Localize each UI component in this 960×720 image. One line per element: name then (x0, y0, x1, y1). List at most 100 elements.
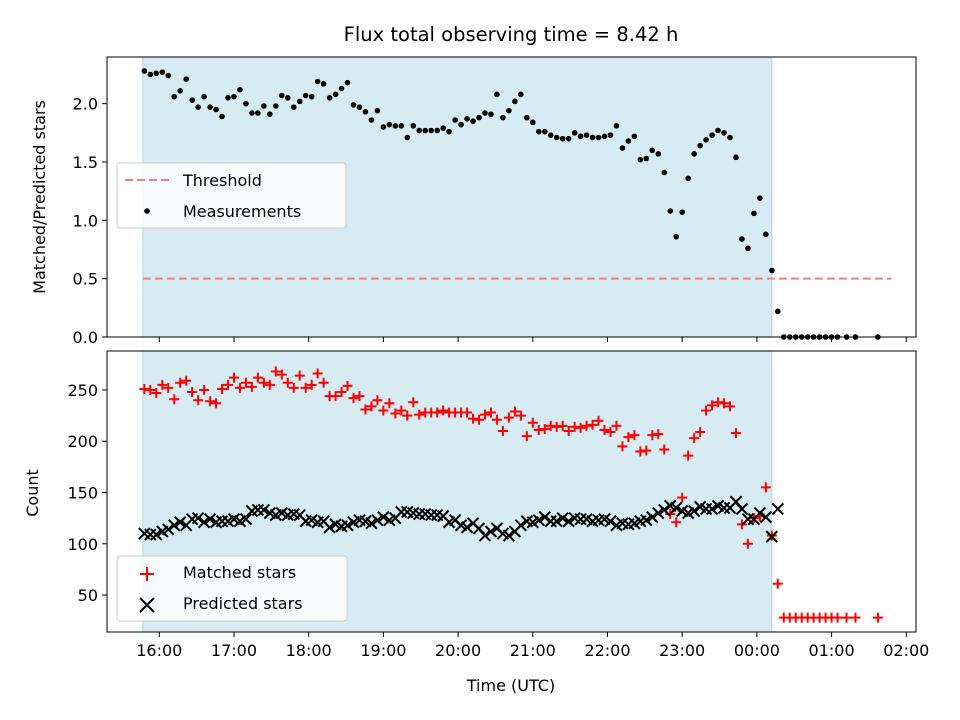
measurement-point (273, 103, 279, 109)
measurement-point (733, 154, 739, 161)
matched-stars-point (384, 398, 395, 409)
matched-stars-point (360, 404, 371, 415)
matched-stars-point (527, 417, 538, 428)
x-tick-label: 16:00 (136, 641, 182, 660)
measurement-point (344, 79, 351, 86)
measurement-point (721, 130, 727, 136)
matched-stars-point (689, 433, 700, 444)
measurement-point (541, 128, 548, 135)
measurement-point (524, 114, 530, 121)
matched-stars-point (408, 397, 419, 408)
measurement-point (368, 117, 375, 123)
measurement-point (464, 116, 470, 122)
measurement-point (763, 231, 769, 238)
predicted-stars-point (173, 516, 187, 529)
matched-stars-point (288, 382, 299, 393)
matched-stars-point (683, 450, 694, 461)
measurement-point (757, 195, 763, 201)
measurement-point (165, 72, 172, 79)
measurement-point (589, 134, 596, 141)
x-tick-label: 20:00 (435, 641, 481, 660)
measurement-point (625, 138, 632, 144)
matched-stars-point (282, 377, 293, 388)
measurement-point (559, 135, 566, 142)
measurement-point (219, 113, 225, 120)
top-y-tick-label: 1.5 (73, 153, 98, 172)
matched-stars-point (151, 388, 162, 399)
measurements-legend-label: Measurements (183, 202, 301, 221)
matched-stars-point (223, 379, 234, 390)
matched-stars-point (378, 405, 389, 416)
matched-stars-point (635, 446, 646, 457)
predicted-stars-point (658, 503, 671, 517)
measurement-point (201, 93, 207, 100)
bottom-y-axis-label: Count (23, 469, 42, 517)
measurement-point (225, 95, 231, 101)
measurement-point (308, 93, 315, 100)
matched-stars-point (479, 409, 490, 420)
predicted-stars-point (532, 514, 545, 527)
measurement-point (565, 135, 572, 142)
bottom-y-tick-label: 250 (67, 381, 98, 400)
matched-stars-point (653, 429, 664, 440)
matched-stars-point (491, 414, 502, 425)
predicted-stars-point (371, 514, 384, 527)
matched-stars-point (832, 612, 843, 623)
matched-stars-point (312, 368, 323, 379)
matched-stars-point (432, 407, 443, 418)
bottom-legend-box (116, 555, 348, 622)
measurement-point (500, 114, 506, 121)
measurement-point (153, 70, 160, 77)
predicted-stars-point (191, 511, 205, 525)
predicted-stars-point (687, 504, 701, 518)
measurement-point (392, 123, 399, 129)
matched-stars-point (240, 377, 251, 388)
predicted-stars-point (705, 502, 719, 516)
matched-stars-point (569, 421, 580, 432)
predicted-stars-point (162, 523, 175, 536)
predicted-stars-point (257, 503, 271, 517)
predicted-stars-point (765, 530, 779, 543)
matched-stars-point (217, 383, 228, 394)
measurement-point (243, 100, 249, 107)
matched-stars-point (742, 538, 753, 549)
matched-stars-point (438, 405, 449, 416)
x-tick-label: 00:00 (734, 641, 780, 660)
matched-stars-point (872, 612, 883, 623)
measurement-point (679, 209, 685, 215)
x-tick-label: 23:00 (659, 641, 705, 660)
matched-stars-point (169, 394, 180, 405)
measurement-point (709, 132, 715, 138)
measurement-point (422, 127, 429, 134)
top-y-tick-label: 0.0 (73, 328, 98, 347)
matched-stars-point (551, 421, 562, 432)
measurement-point (739, 236, 745, 242)
matched-stars-point (581, 420, 592, 431)
top-y-tick-label: 1.0 (73, 211, 98, 230)
measurement-point (775, 308, 781, 315)
measurement-point (452, 117, 458, 123)
top-x-axis (158, 337, 907, 342)
predicted-stars-point (640, 514, 653, 527)
measurement-point (398, 123, 405, 129)
x-tick-label: 22:00 (584, 641, 630, 660)
measurement-point (613, 123, 620, 129)
matched-stars-point (187, 387, 198, 398)
measurement-point (362, 109, 369, 115)
measurement-point (458, 121, 464, 128)
measurement-point (446, 128, 452, 135)
matched-stars-point (228, 372, 239, 383)
measurement-point (410, 123, 417, 129)
bottom-chart: 50 100 150 200 250 16:00 17:00 18:00 19:00 20:00… (23, 350, 929, 695)
measurement-point (302, 92, 309, 99)
measurement-point (488, 111, 494, 117)
measurement-point (601, 133, 608, 140)
matched-stars-point (264, 379, 275, 390)
measurement-point (380, 124, 387, 130)
measurement-point (255, 110, 261, 116)
measurement-point (631, 133, 638, 140)
top-chart: 0.00.51.01.52.0 Matched/Predicted stars … (30, 56, 917, 347)
measurement-point (207, 104, 213, 110)
measurement-point (278, 92, 285, 99)
measurement-point (494, 91, 500, 98)
